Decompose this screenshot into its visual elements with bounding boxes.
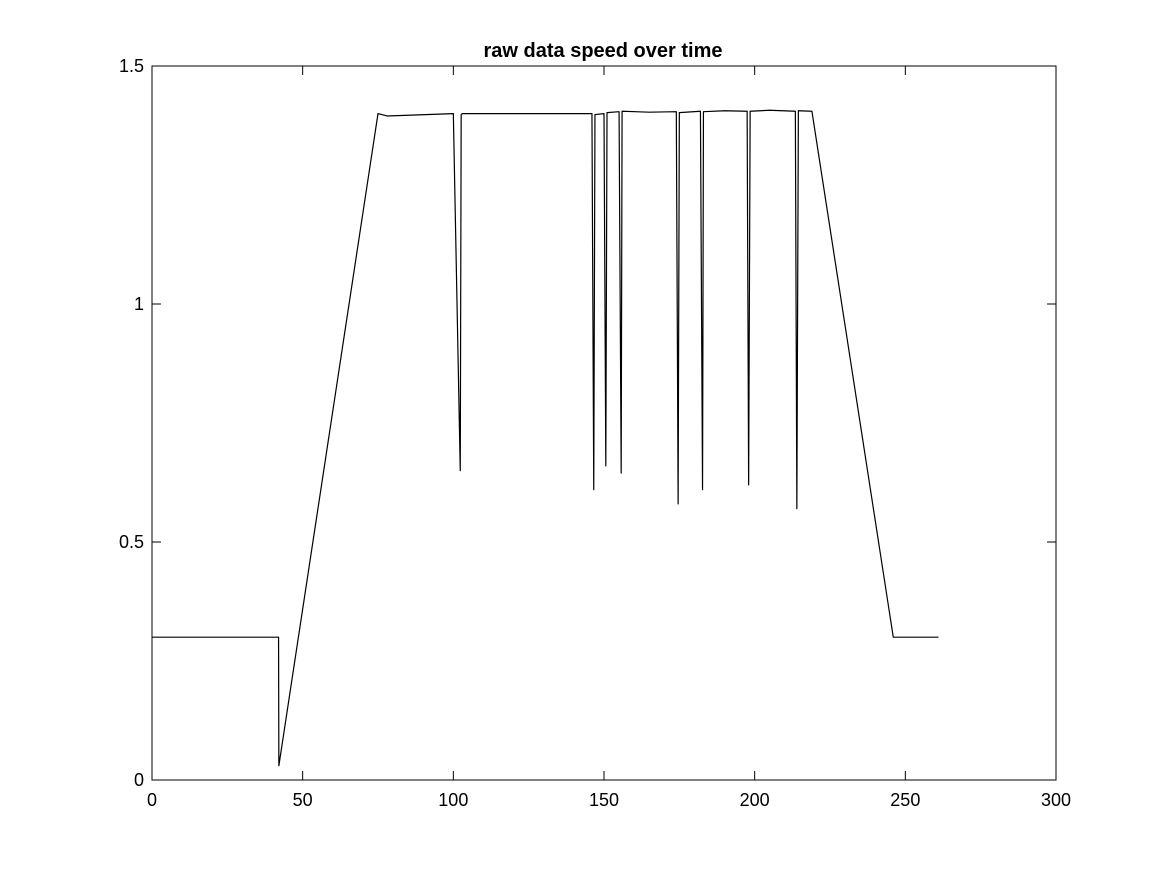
series-group bbox=[152, 109, 939, 767]
x-tick-label: 250 bbox=[890, 790, 920, 810]
x-tick-label: 200 bbox=[740, 790, 770, 810]
y-tick-label: 1.5 bbox=[119, 56, 144, 76]
y-tick-label: 1 bbox=[134, 294, 144, 314]
axis-ticks bbox=[151, 65, 1057, 781]
series-line bbox=[152, 109, 939, 767]
x-tick-label: 150 bbox=[589, 790, 619, 810]
x-tick-label: 50 bbox=[293, 790, 313, 810]
y-tick-label: 0.5 bbox=[119, 532, 144, 552]
x-tick-label: 100 bbox=[438, 790, 468, 810]
x-tick-label: 300 bbox=[1041, 790, 1071, 810]
y-tick-label: 0 bbox=[134, 770, 144, 790]
axis-tick-labels: 0 50 100 150 200 250 300 0 0.5 1 1.5 bbox=[119, 56, 1071, 810]
x-tick-label: 0 bbox=[147, 790, 157, 810]
chart-title: raw data speed over time bbox=[484, 40, 723, 62]
